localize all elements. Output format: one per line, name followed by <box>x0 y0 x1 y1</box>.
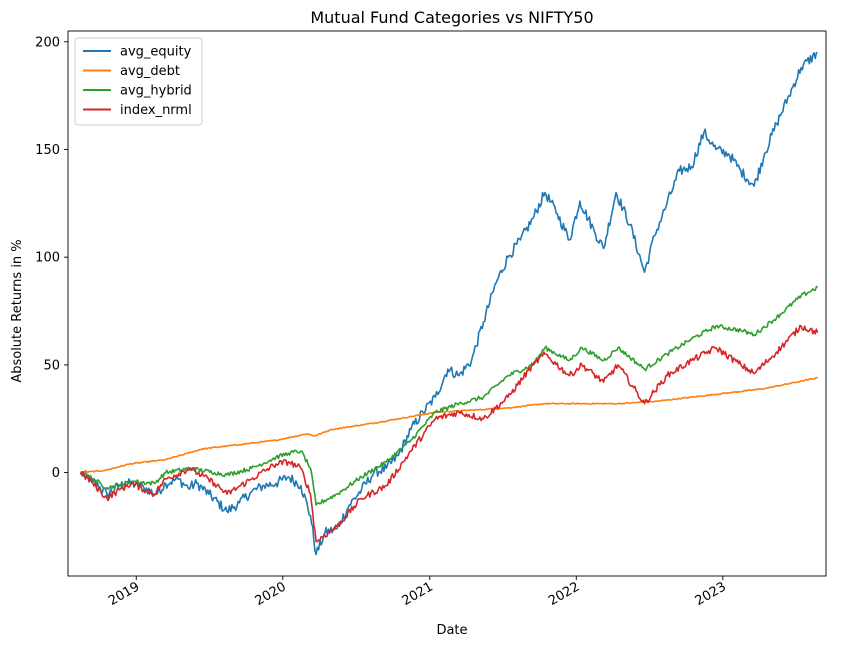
series-line-avg_debt <box>80 376 818 474</box>
y-tick-label: 0 <box>52 466 60 481</box>
y-tick-label: 200 <box>35 35 60 50</box>
series-line-index_nrml <box>79 324 819 543</box>
legend-label-avg_debt: avg_debt <box>120 64 180 79</box>
plot-frame <box>67 30 827 577</box>
x-axis-label: Date <box>436 623 467 638</box>
legend-label-index_nrml: index_nrml <box>120 103 192 118</box>
legend-box <box>74 37 203 126</box>
y-axis-label: Absolute Returns in % <box>10 239 25 382</box>
series-line-avg_equity <box>80 51 818 556</box>
y-tick-label: 150 <box>35 143 60 158</box>
series-line-avg_hybrid <box>79 285 818 506</box>
legend-label-avg_equity: avg_equity <box>120 45 192 60</box>
y-tick-label: 50 <box>43 358 60 373</box>
legend: avg_equity avg_debt avg_hybrid index_nrml <box>74 37 203 126</box>
chart-title: Mutual Fund Categories vs NIFTY50 <box>310 8 593 27</box>
y-tick-label: 100 <box>35 251 60 266</box>
legend-label-avg_hybrid: avg_hybrid <box>120 84 192 99</box>
